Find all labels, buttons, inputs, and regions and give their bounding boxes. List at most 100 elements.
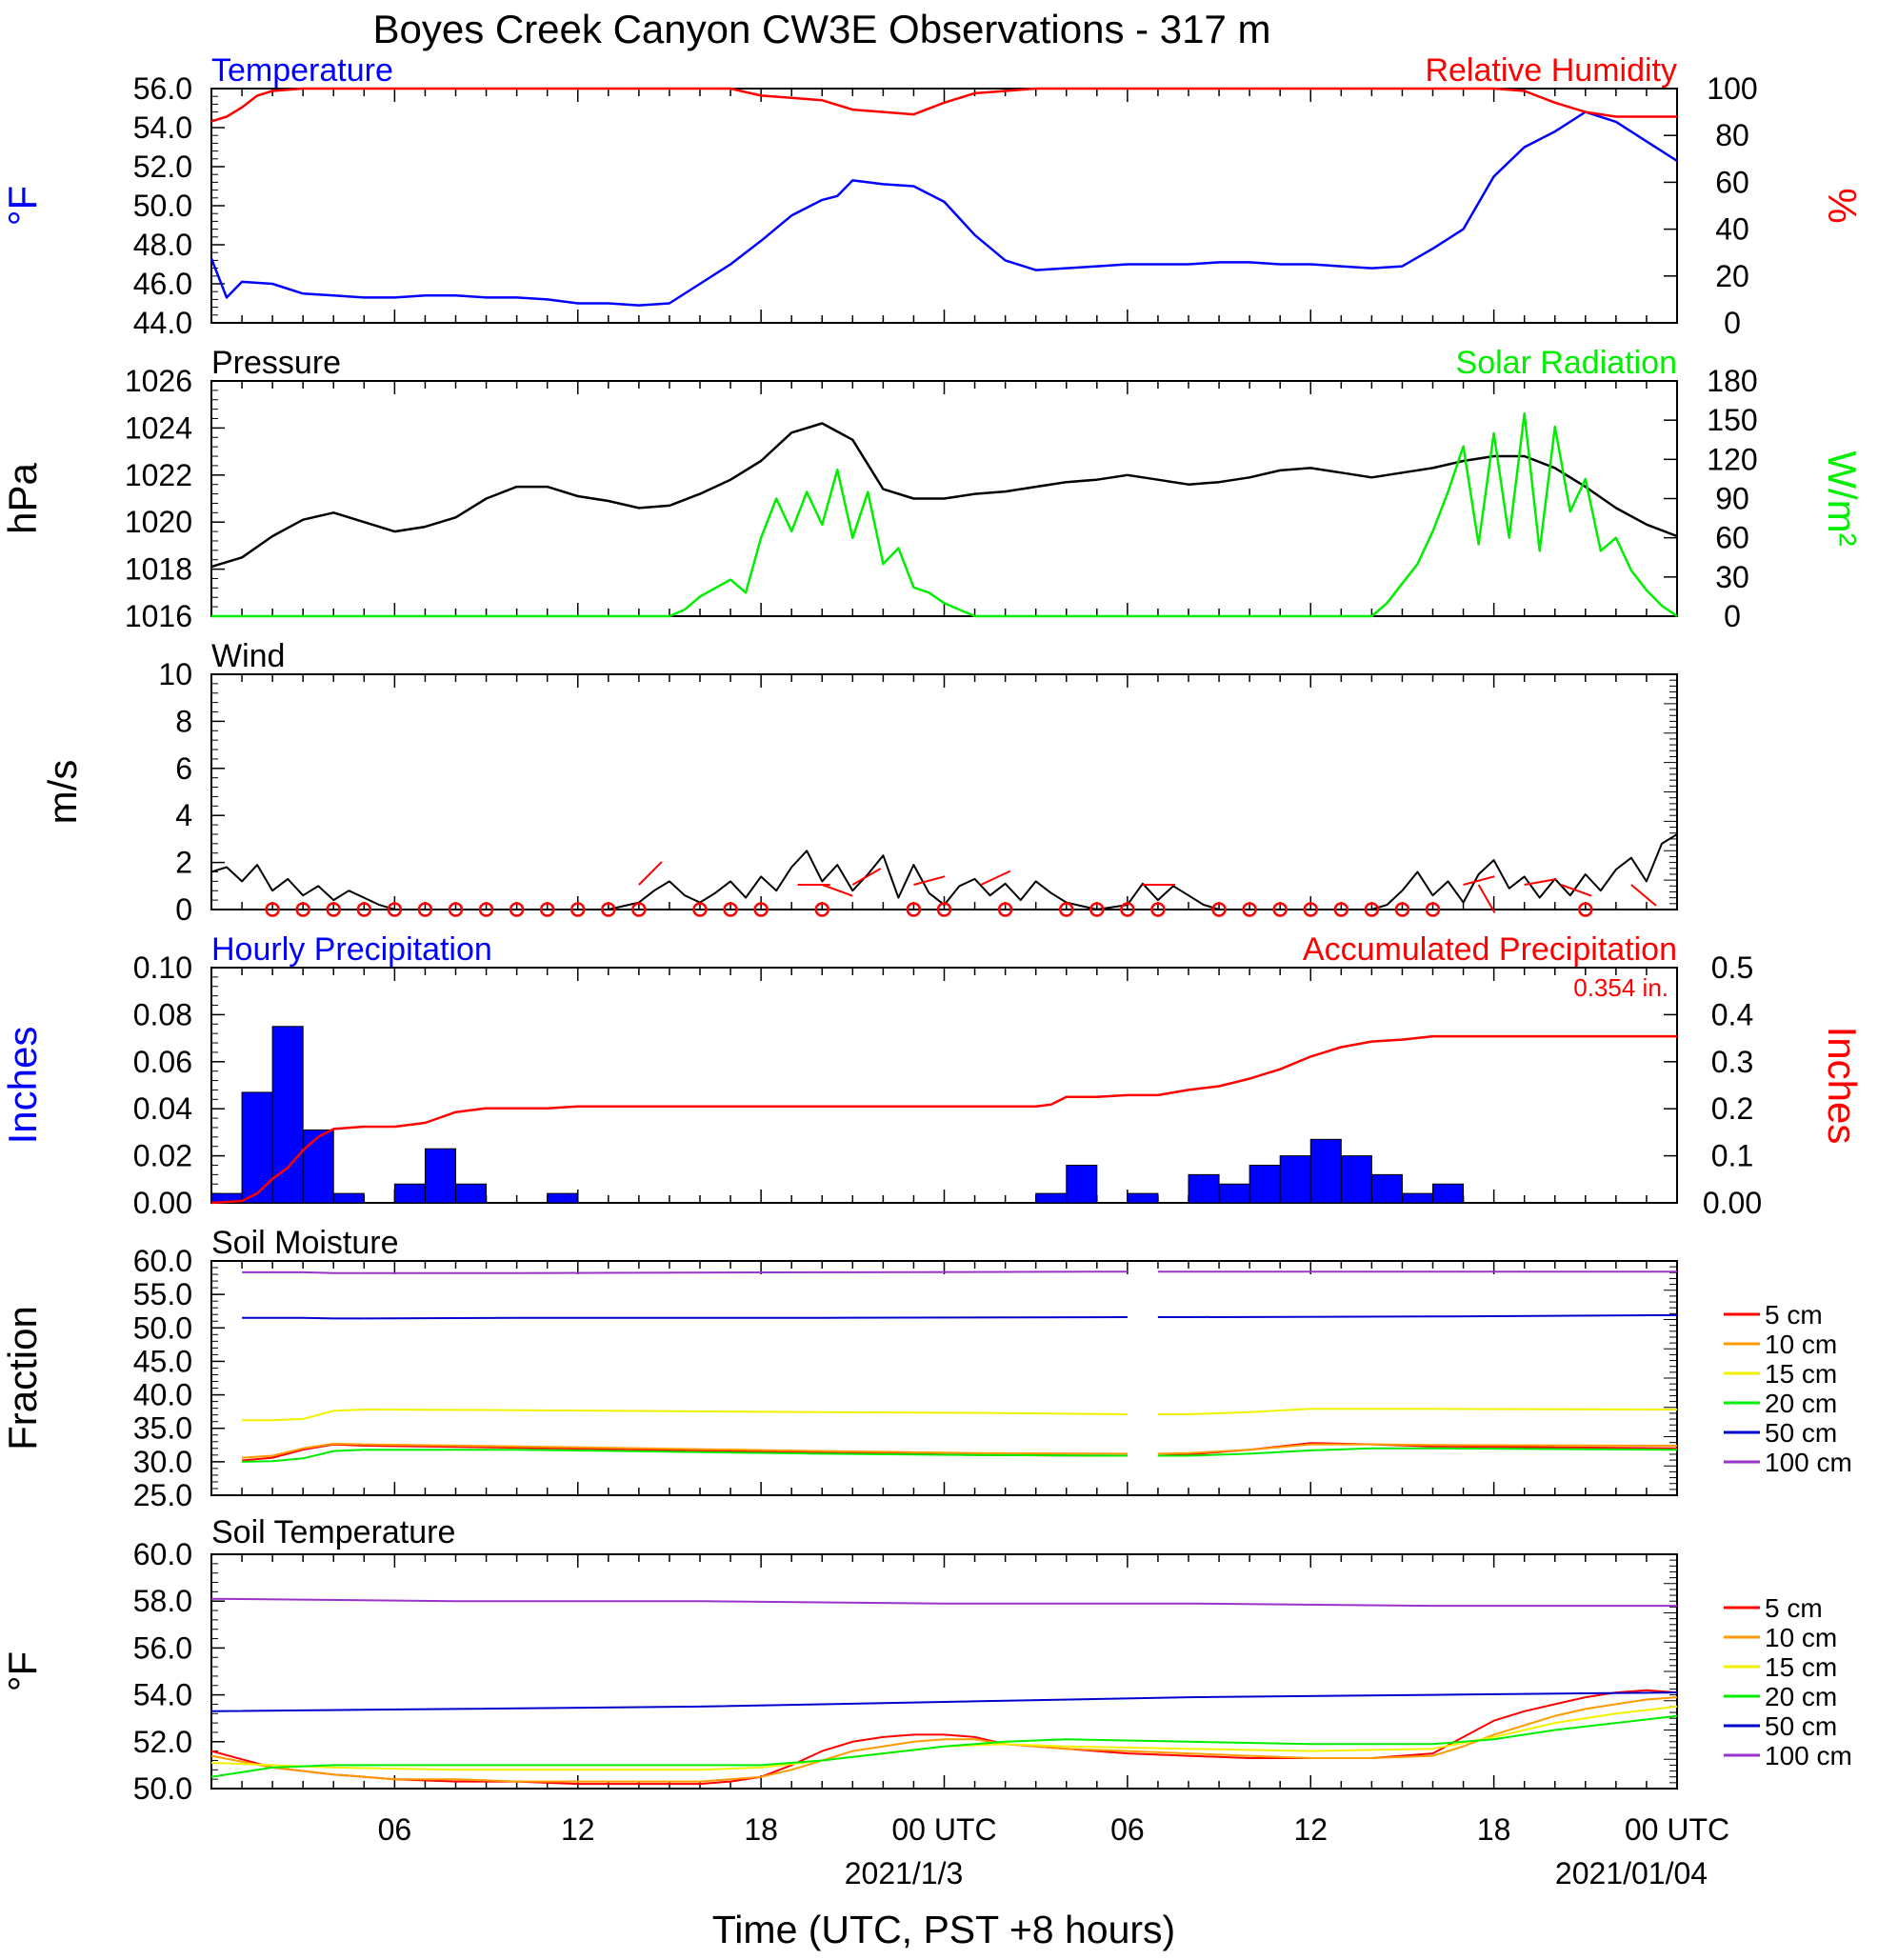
y-axis-title-left: °F [0,1651,45,1691]
y-tick-label: 1024 [125,410,192,445]
x-axis-labels: 06 12 18 00 UTC 06 12 18 00 UTC [378,1812,1730,1847]
figure-title: Boyes Creek Canyon CW3E Observations - 3… [372,7,1270,51]
y-right-tick-label: 0.5 [1711,950,1753,985]
legend-label: 100 cm [1765,1741,1852,1770]
y-tick-label: 54.0 [133,110,192,145]
series-line-soil-moisture [242,1316,365,1320]
plot-frame [210,1553,1678,1790]
plot-frame [210,88,1678,324]
calm-marker [1578,902,1593,917]
precip-bar [1035,1192,1068,1204]
calm-marker [631,902,647,917]
plot-frame [210,673,1678,910]
calm-marker [448,902,464,917]
panels: 56.054.052.050.048.046.044.0100806040200… [0,52,1865,1847]
precip-bar [547,1192,579,1204]
x-tick-label: 12 [1293,1812,1328,1847]
series-line-soil-moisture [1157,1408,1678,1415]
precip-bar [1066,1164,1098,1204]
calm-marker [417,902,433,917]
precip-bar [1127,1192,1159,1204]
x-axis-title: Time (UTC, PST +8 hours) [712,1908,1175,1951]
y-right-tick-label: 30 [1715,560,1749,594]
calm-marker [265,902,280,917]
wind-barb [1463,875,1495,886]
calm-marker [295,902,310,917]
y-axis-title-left: Inches [0,1027,45,1145]
x-tick-label: 06 [1110,1812,1145,1847]
calm-marker [539,902,555,917]
y-right-tick-label: 60 [1715,521,1749,555]
y-right-tick-label: 0.2 [1711,1091,1753,1126]
y-tick-label: 10 [158,657,192,691]
accumulated-total-annotation: 0.354 in. [1573,973,1668,1002]
y-right-tick-label: 40 [1715,212,1749,247]
legend-label: 10 cm [1765,1330,1837,1359]
y-tick-label: 0 [175,892,192,927]
precip-bar [271,1026,304,1204]
series-line-accumulated-precipitation [210,1034,1677,1205]
calm-marker [1120,902,1135,917]
series-line-soil-temperature [210,1597,1677,1608]
wind-barb [980,870,1011,886]
y-tick-label: 50.0 [133,1771,192,1806]
y-axis-title-right: Inches [1820,1027,1865,1145]
calm-marker [1333,902,1349,917]
series-line-wind [210,833,1678,910]
legend-label: 100 cm [1765,1448,1852,1477]
wind-barb [1630,884,1657,907]
precip-bar [1279,1155,1311,1204]
series-line-soil-moisture [364,1443,1128,1455]
calm-marker [753,902,769,917]
calm-marker [1394,902,1410,917]
wind-barb [851,868,882,886]
calm-marker [723,902,738,917]
wind-barb [638,861,663,886]
wind-barb [821,884,853,897]
y-tick-label: 55.0 [133,1277,192,1311]
precip-bar [332,1192,365,1204]
y-tick-label: 45.0 [133,1344,192,1378]
panel-pressure-solar: 1026 1024 1022 1020 1018 1016 180 150 120 90 60 30 0… [0,345,1865,633]
x-tick-label: 12 [561,1812,595,1847]
y-tick-label: 48.0 [133,228,192,262]
x-tick-label: 18 [744,1812,778,1847]
calm-marker [1150,902,1166,917]
calm-marker [356,902,372,917]
y-tick-label: 30.0 [133,1445,192,1479]
series-line-soil-moisture [364,1409,1128,1415]
precip-bar [1309,1138,1342,1204]
y-right-tick-label: 0.4 [1711,997,1753,1031]
y-tick-label: 40.0 [133,1378,192,1412]
series-line-soil-temperature [210,1696,1678,1783]
calm-marker [601,902,616,917]
y-right-tick-label: 150 [1707,403,1757,437]
y-tick-label: 58.0 [133,1584,192,1618]
precip-bar [1370,1173,1403,1204]
calm-marker [1089,902,1105,917]
y-tick-label: 0.04 [133,1091,192,1126]
precip-bar [455,1183,488,1204]
series-line-soil-temperature [210,1689,1678,1786]
panel-title-left: Temperature [211,52,393,89]
y-axis-title-right: W/m² [1820,450,1865,546]
y-axis-title-left: °F [0,186,45,226]
y-tick-label: 50.0 [133,1310,192,1345]
y-tick-label: 6 [175,751,192,786]
series-line-soil-moisture [1157,1443,1678,1455]
y-tick-label: 1016 [125,599,192,633]
panel-title-left: Soil Temperature [211,1514,455,1550]
y-right-tick-label: 120 [1707,442,1757,476]
precip-bar [241,1091,273,1204]
calm-marker [906,902,922,917]
precip-bar [1218,1183,1250,1204]
panel-title-left: Hourly Precipitation [211,931,492,968]
y-axis-title-left: hPa [0,462,45,533]
series-line-soil-moisture [242,1442,365,1459]
series-line-soil-moisture [242,1449,365,1463]
y-tick-label: 52.0 [133,150,192,184]
panel-title-left: Pressure [211,345,341,381]
y-tick-label: 60.0 [133,1244,192,1278]
legend-label: 20 cm [1765,1389,1837,1418]
series-line-temperature [210,110,1678,307]
